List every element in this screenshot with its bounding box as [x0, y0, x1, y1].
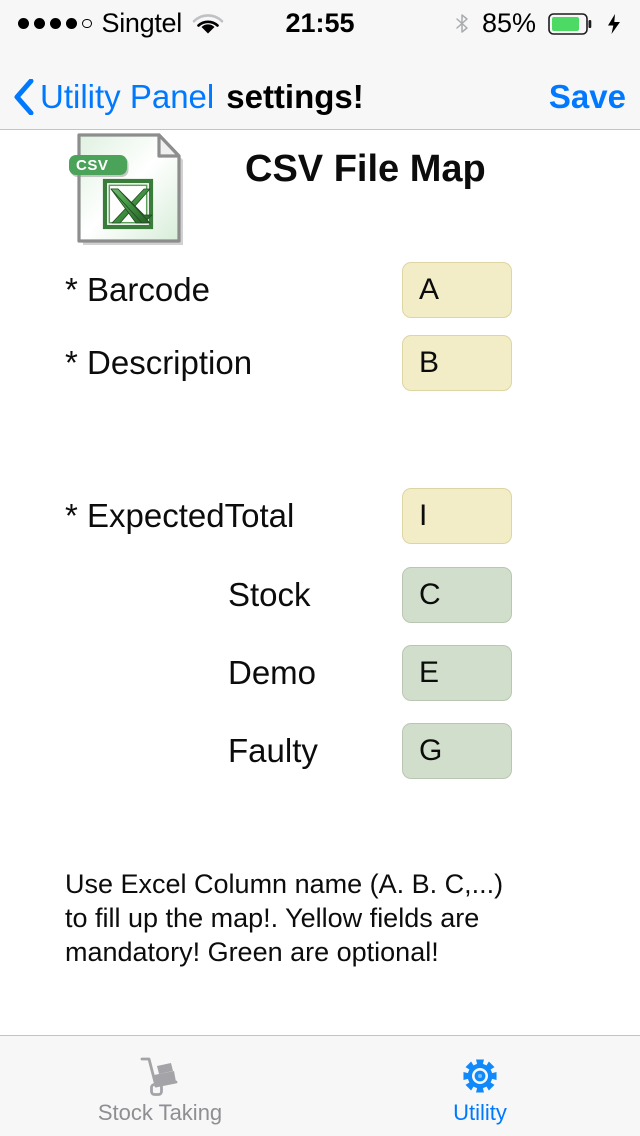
svg-text:CSV: CSV — [76, 157, 108, 174]
